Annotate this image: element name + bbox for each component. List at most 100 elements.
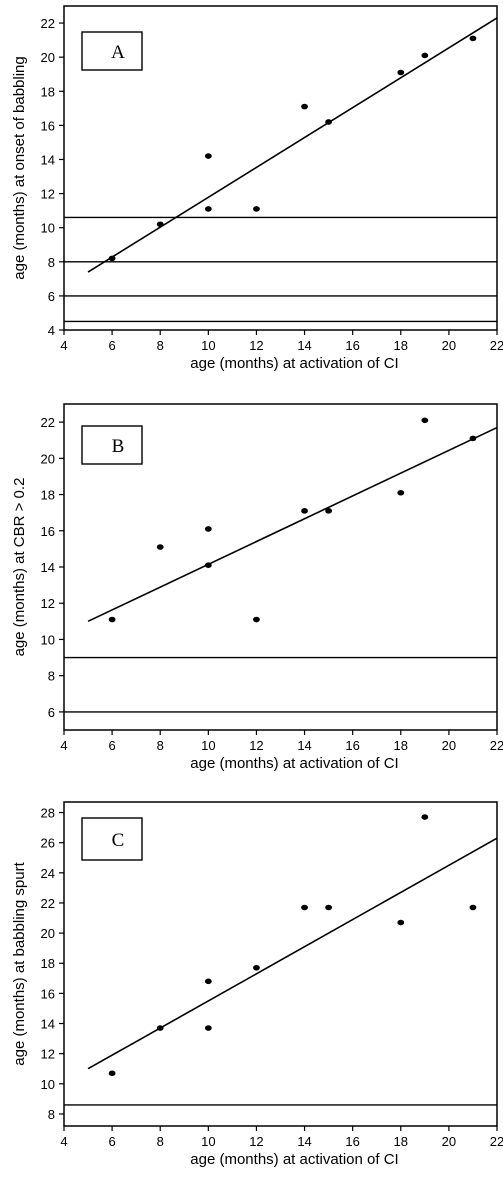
y-tick-label: 12 (41, 187, 55, 202)
data-point (253, 616, 260, 623)
x-tick-label: 4 (60, 338, 67, 353)
y-tick-label: 16 (41, 118, 55, 133)
y-tick-label: 12 (41, 596, 55, 611)
fit-line (87, 17, 498, 273)
data-point (253, 964, 260, 971)
x-tick-label: 16 (345, 738, 359, 753)
x-tick-label: 8 (157, 338, 164, 353)
y-tick-label: 22 (41, 896, 55, 911)
x-tick-label: 14 (297, 338, 311, 353)
data-point (301, 508, 308, 514)
x-axis-label: age (months) at activation of CI (190, 1151, 398, 1168)
x-tick-label: 16 (345, 1134, 359, 1149)
data-point (421, 417, 429, 424)
data-point (156, 221, 164, 228)
data-point (397, 489, 405, 496)
data-point (156, 544, 164, 550)
data-point (253, 206, 260, 212)
y-tick-label: 8 (48, 1107, 55, 1122)
x-tick-label: 14 (297, 738, 311, 753)
y-tick-label: 16 (41, 986, 55, 1001)
panel-label: C (112, 830, 125, 851)
x-tick-label: 12 (249, 738, 263, 753)
data-point (397, 919, 405, 926)
y-tick-label: 18 (41, 488, 55, 503)
y-tick-label: 6 (48, 705, 55, 720)
x-tick-label: 14 (297, 1134, 311, 1149)
x-tick-label: 12 (249, 1134, 263, 1149)
data-point (156, 1025, 164, 1031)
y-tick-label: 20 (41, 451, 55, 466)
y-tick-label: 26 (41, 836, 55, 851)
panel-label-box (81, 425, 143, 465)
x-tick-label: 20 (442, 1134, 456, 1149)
data-point (397, 69, 405, 76)
panel-label-box (81, 817, 143, 861)
y-tick-label: 14 (41, 152, 55, 167)
y-tick-label: 8 (48, 669, 55, 684)
x-tick-label: 6 (108, 1134, 115, 1149)
x-axis-label: age (months) at activation of CI (190, 355, 398, 372)
data-point (204, 978, 212, 985)
x-tick-label: 22 (490, 1134, 503, 1149)
x-tick-label: 8 (157, 738, 164, 753)
y-tick-label: 8 (48, 255, 55, 270)
data-point (204, 153, 212, 159)
panel-label-box (81, 31, 143, 71)
x-tick-label: 6 (108, 338, 115, 353)
y-tick-label: 14 (41, 1017, 55, 1032)
data-point (204, 1025, 212, 1031)
fit-line (87, 837, 498, 1070)
fit-line (87, 426, 498, 623)
x-tick-label: 10 (201, 338, 215, 353)
x-tick-label: 12 (249, 338, 263, 353)
x-tick-label: 16 (345, 338, 359, 353)
y-tick-label: 10 (41, 1077, 55, 1092)
y-tick-label: 4 (48, 323, 55, 338)
y-tick-label: 28 (41, 806, 55, 821)
data-point (108, 255, 116, 262)
data-point (325, 119, 333, 125)
data-point (204, 562, 212, 568)
y-tick-label: 10 (41, 221, 55, 236)
data-point (301, 904, 308, 911)
data-point (325, 904, 333, 911)
data-point (108, 1070, 116, 1077)
x-tick-label: 22 (490, 338, 503, 353)
data-point (204, 526, 212, 532)
x-tick-label: 18 (394, 1134, 408, 1149)
data-point (421, 814, 429, 820)
x-tick-label: 4 (60, 738, 67, 753)
data-point (325, 508, 333, 514)
data-point (108, 616, 116, 623)
y-tick-label: 20 (41, 50, 55, 65)
y-tick-label: 18 (41, 956, 55, 971)
x-tick-label: 20 (442, 738, 456, 753)
x-tick-label: 4 (60, 1134, 67, 1149)
panel-a: 4 6 8 10 12 14 16 18 20 22 4 6 8 10 12 14 16 18 20 22 age (m… (11, 5, 503, 372)
x-tick-label: 6 (108, 738, 115, 753)
x-tick-label: 18 (394, 738, 408, 753)
y-tick-label: 12 (41, 1047, 55, 1062)
y-tick-label: 20 (41, 926, 55, 941)
y-tick-label: 14 (41, 560, 55, 575)
x-tick-label: 8 (157, 1134, 164, 1149)
y-tick-label: 22 (41, 16, 55, 31)
plot-frame (63, 5, 498, 331)
y-axis-label: age (months) at CBR > 0.2 (11, 478, 28, 657)
x-axis-label: age (months) at activation of CI (190, 755, 398, 772)
data-point (469, 435, 477, 442)
x-tick-label: 10 (201, 738, 215, 753)
data-point (421, 52, 429, 59)
y-axis-label: age (months) at babbling spurt (11, 861, 28, 1065)
plot-frame (63, 801, 498, 1127)
x-tick-label: 22 (490, 738, 503, 753)
y-tick-label: 10 (41, 632, 55, 647)
y-tick-label: 16 (41, 524, 55, 539)
data-point (301, 103, 308, 110)
y-tick-label: 22 (41, 415, 55, 430)
x-tick-label: 20 (442, 338, 456, 353)
panel-label: A (111, 42, 125, 63)
data-point (469, 904, 477, 911)
